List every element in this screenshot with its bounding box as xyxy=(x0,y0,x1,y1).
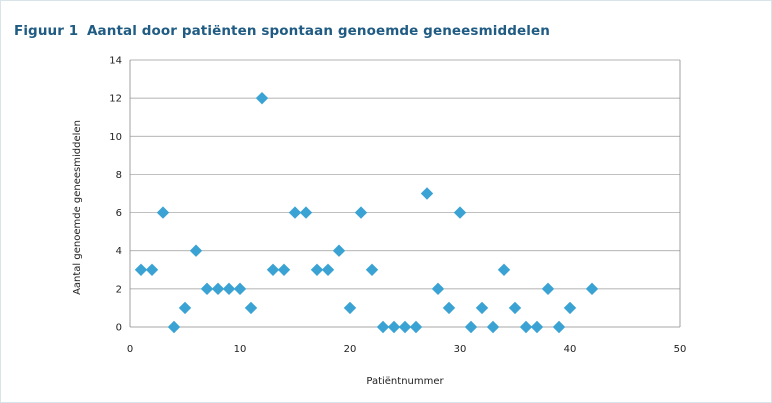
data-point xyxy=(156,206,170,219)
x-tick-label: 40 xyxy=(564,344,577,355)
data-point xyxy=(497,263,511,276)
data-point xyxy=(420,187,434,200)
data-point xyxy=(178,301,192,315)
data-point xyxy=(299,206,313,219)
data-point xyxy=(244,301,258,315)
figure-label: Figuur 1 xyxy=(14,23,79,39)
x-tick-label: 30 xyxy=(454,344,467,355)
data-point xyxy=(453,206,467,219)
y-tick-labels: 0 2 4 6 8 10 12 14 xyxy=(109,56,122,334)
data-point xyxy=(343,301,357,315)
data-point xyxy=(442,301,456,315)
data-point xyxy=(134,263,148,276)
data-point xyxy=(431,282,445,296)
data-point xyxy=(376,320,390,334)
data-point xyxy=(354,206,368,219)
data-point xyxy=(519,320,533,334)
x-tick-labels: 0 10 20 30 40 50 xyxy=(127,344,687,355)
y-tick-label: 14 xyxy=(109,56,122,67)
data-point xyxy=(200,282,214,296)
axes xyxy=(129,60,681,328)
y-tick-label: 12 xyxy=(109,94,122,105)
data-points xyxy=(134,91,599,334)
x-tick-label: 20 xyxy=(344,344,357,355)
data-point xyxy=(288,206,302,219)
data-point xyxy=(365,263,379,276)
y-tick-label: 2 xyxy=(116,284,122,295)
data-point xyxy=(222,282,236,296)
data-point xyxy=(211,282,225,296)
x-tick-label: 10 xyxy=(234,344,247,355)
data-point xyxy=(167,320,181,334)
data-point xyxy=(332,244,346,257)
data-point xyxy=(486,320,500,334)
data-point xyxy=(255,91,269,105)
y-axis-title: Aantal genoemde geneesmiddelen xyxy=(72,120,83,295)
y-tick-label: 0 xyxy=(116,323,122,334)
data-point xyxy=(541,282,555,296)
data-point xyxy=(585,282,599,296)
data-point xyxy=(321,263,335,276)
data-point xyxy=(475,301,489,315)
data-point xyxy=(563,301,577,315)
data-point xyxy=(189,244,203,257)
x-tick-label: 50 xyxy=(674,344,687,355)
data-point xyxy=(277,263,291,276)
data-point xyxy=(552,320,566,334)
data-point xyxy=(233,282,247,296)
data-point xyxy=(398,320,412,334)
data-point xyxy=(530,320,544,334)
data-point xyxy=(387,320,401,334)
x-tick-label: 0 xyxy=(127,344,133,355)
x-axis-title: Patiëntnummer xyxy=(366,376,444,387)
figure-title: Aantal door patiënten spontaan genoemde … xyxy=(87,23,550,39)
data-point xyxy=(409,320,423,334)
data-point xyxy=(464,320,478,334)
y-tick-label: 4 xyxy=(116,246,122,257)
data-point xyxy=(508,301,522,315)
y-tick-label: 6 xyxy=(116,208,122,219)
y-tick-label: 8 xyxy=(116,170,122,181)
data-point xyxy=(310,263,324,276)
grid-lines xyxy=(130,59,680,290)
data-point xyxy=(145,263,159,276)
data-point xyxy=(266,263,280,276)
y-tick-label: 10 xyxy=(109,132,122,143)
